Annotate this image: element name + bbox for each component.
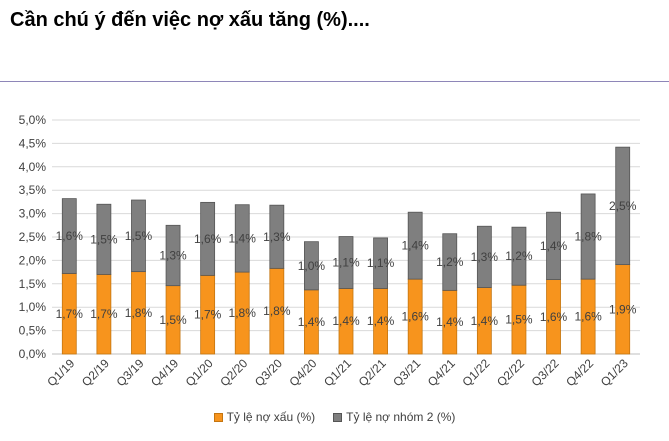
y-tick-label: 1,5% xyxy=(19,277,47,291)
data-label-npl: 1,7% xyxy=(56,307,84,321)
data-label-npl: 1,4% xyxy=(367,314,395,328)
data-label-npl: 1,8% xyxy=(125,306,153,320)
x-tick-label: Q3/20 xyxy=(252,356,285,389)
data-label-group2: 1,3% xyxy=(471,250,499,264)
data-label-npl: 1,4% xyxy=(471,314,499,328)
data-label-npl: 1,8% xyxy=(229,306,257,320)
header-divider xyxy=(0,81,669,82)
data-label-group2: 1,2% xyxy=(505,249,533,263)
y-tick-label: 3,5% xyxy=(19,183,47,197)
x-tick-label: Q1/23 xyxy=(598,356,631,389)
x-tick-label: Q3/19 xyxy=(114,356,147,389)
bar-group2 xyxy=(511,226,527,286)
bar-group2 xyxy=(165,224,181,287)
x-tick-label: Q1/20 xyxy=(183,356,216,389)
y-tick-label: 2,0% xyxy=(19,253,47,267)
y-tick-label: 0,5% xyxy=(19,324,47,338)
data-label-group2: 1,8% xyxy=(574,230,602,244)
x-tick-label: Q2/22 xyxy=(494,356,527,389)
bar-group2 xyxy=(304,241,319,291)
data-label-group2: 1,5% xyxy=(90,232,118,246)
data-label-npl: 1,5% xyxy=(505,313,533,327)
data-label-group2: 1,4% xyxy=(229,231,257,245)
data-label-group2: 1,4% xyxy=(401,239,429,253)
x-tick-label: Q3/21 xyxy=(390,356,423,389)
bar-group2 xyxy=(373,237,388,289)
data-label-npl: 1,8% xyxy=(263,304,291,318)
data-label-npl: 1,4% xyxy=(298,315,326,329)
x-tick-label: Q1/19 xyxy=(44,356,77,389)
legend-item-npl: Tỷ lệ nợ xấu (%) xyxy=(213,410,316,424)
legend-label-npl: Tỷ lệ nợ xấu (%) xyxy=(226,410,316,424)
y-tick-label: 5,0% xyxy=(19,113,47,127)
x-tick-label: Q2/20 xyxy=(217,356,250,389)
data-label-npl: 1,9% xyxy=(609,302,637,316)
legend-swatch-npl xyxy=(213,412,223,422)
x-tick-label: Q4/22 xyxy=(563,356,596,389)
x-tick-label: Q1/22 xyxy=(459,356,492,389)
legend-item-group2: Tỷ lệ nợ nhóm 2 (%) xyxy=(333,410,455,424)
bar-group2 xyxy=(442,233,458,291)
data-label-group2: 1,2% xyxy=(436,255,464,269)
y-tick-label: 4,0% xyxy=(19,160,47,174)
bar-group2 xyxy=(407,211,423,280)
data-label-npl: 1,6% xyxy=(574,310,602,324)
x-tick-label: Q2/21 xyxy=(356,356,389,389)
x-tick-label: Q3/22 xyxy=(529,356,562,389)
data-label-group2: 1,6% xyxy=(56,229,84,243)
x-tick-label: Q4/19 xyxy=(148,356,181,389)
x-tick-label: Q4/20 xyxy=(287,356,320,389)
data-label-group2: 2,5% xyxy=(609,199,637,213)
data-label-group2: 1,1% xyxy=(332,256,360,270)
y-tick-label: 3,0% xyxy=(19,207,47,221)
y-tick-label: 0,0% xyxy=(19,347,47,361)
y-tick-label: 2,5% xyxy=(19,230,47,244)
bar-group2 xyxy=(234,204,250,273)
bar-group2 xyxy=(269,204,285,269)
data-label-npl: 1,4% xyxy=(436,315,464,329)
data-label-group2: 1,5% xyxy=(125,229,153,243)
legend-swatch-group2 xyxy=(333,412,343,422)
data-label-npl: 1,7% xyxy=(90,307,118,321)
x-tick-label: Q2/19 xyxy=(79,356,112,389)
data-label-group2: 1,3% xyxy=(159,248,187,262)
bar-group2 xyxy=(580,193,596,280)
y-tick-label: 1,0% xyxy=(19,300,47,314)
page-title: Cần chú ý đến việc nợ xấu tăng (%).... xyxy=(10,9,370,31)
data-label-npl: 1,4% xyxy=(332,314,360,328)
legend-label-group2: Tỷ lệ nợ nhóm 2 (%) xyxy=(346,410,456,424)
bar-group2 xyxy=(476,225,492,288)
bar-group2 xyxy=(61,198,77,274)
x-tick-label: Q1/21 xyxy=(321,356,354,389)
bar-group2 xyxy=(131,199,146,273)
data-label-npl: 1,5% xyxy=(159,313,187,327)
bar-group2 xyxy=(96,203,112,275)
y-tick-label: 4,5% xyxy=(19,136,47,150)
bar-group2 xyxy=(200,201,216,276)
data-label-group2: 1,3% xyxy=(263,230,291,244)
data-label-group2: 1,1% xyxy=(367,256,395,270)
bar-group2 xyxy=(615,146,631,266)
bar-group2 xyxy=(546,211,561,280)
chart-legend: Tỷ lệ nợ xấu (%) Tỷ lệ nợ nhóm 2 (%) xyxy=(0,410,669,424)
x-tick-label: Q4/21 xyxy=(425,356,458,389)
data-label-npl: 1,6% xyxy=(401,310,429,324)
data-label-npl: 1,6% xyxy=(540,310,568,324)
data-label-group2: 1,4% xyxy=(540,239,568,253)
data-label-group2: 1,6% xyxy=(194,232,222,246)
data-label-group2: 1,0% xyxy=(298,259,326,273)
bar-group2 xyxy=(338,236,354,289)
data-label-npl: 1,7% xyxy=(194,308,222,322)
